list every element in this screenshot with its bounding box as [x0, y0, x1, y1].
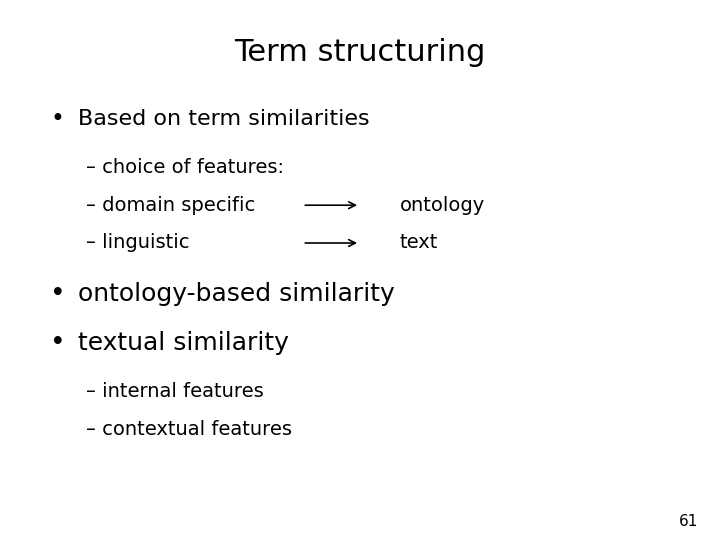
Text: textual similarity: textual similarity: [78, 331, 289, 355]
Text: – internal features: – internal features: [86, 382, 264, 401]
Text: Based on term similarities: Based on term similarities: [78, 109, 369, 129]
Text: – domain specific: – domain specific: [86, 195, 256, 215]
Text: ontology-based similarity: ontology-based similarity: [78, 282, 395, 306]
Text: text: text: [400, 233, 438, 253]
Text: •: •: [50, 330, 66, 356]
Text: ontology: ontology: [400, 195, 485, 215]
Text: – linguistic: – linguistic: [86, 233, 190, 253]
Text: – choice of features:: – choice of features:: [86, 158, 284, 177]
Text: 61: 61: [679, 514, 698, 529]
Text: •: •: [50, 107, 64, 131]
Text: – contextual features: – contextual features: [86, 420, 292, 439]
Text: •: •: [50, 281, 66, 307]
Text: Term structuring: Term structuring: [234, 38, 486, 67]
